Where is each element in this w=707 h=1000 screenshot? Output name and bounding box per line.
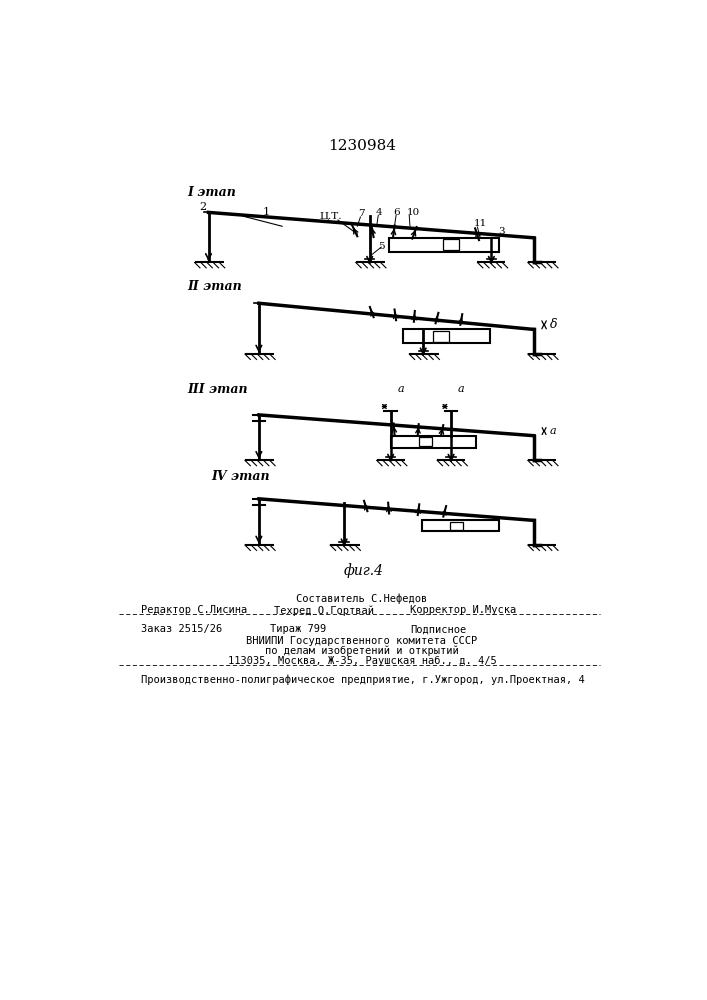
Text: 1: 1 xyxy=(263,207,270,217)
Text: фиг.4: фиг.4 xyxy=(344,563,383,578)
Text: III этап: III этап xyxy=(187,383,248,396)
Text: IV этап: IV этап xyxy=(211,470,269,483)
Text: δ: δ xyxy=(549,318,557,331)
Bar xyxy=(443,239,459,250)
Text: Тираж 799: Тираж 799 xyxy=(271,624,327,634)
Bar xyxy=(450,522,464,530)
Text: по делам изобретений и открытий: по делам изобретений и открытий xyxy=(265,646,459,656)
Text: II этап: II этап xyxy=(187,280,243,293)
Text: 10: 10 xyxy=(407,208,420,217)
Text: Корректор И.Муска: Корректор И.Муска xyxy=(410,605,516,615)
Text: Редактор С.Лисина: Редактор С.Лисина xyxy=(141,605,247,615)
Text: a: a xyxy=(458,384,464,394)
Text: Ц.Т.: Ц.Т. xyxy=(320,212,341,221)
Bar xyxy=(421,520,499,531)
Text: Заказ 2515/26: Заказ 2515/26 xyxy=(141,624,222,634)
Bar xyxy=(391,436,476,448)
Text: Производственно-полиграфическое предприятие, г.Ужгород, ул.Проектная, 4: Производственно-полиграфическое предприя… xyxy=(141,674,585,685)
Text: 4: 4 xyxy=(376,208,382,217)
Text: Техред О.Гортвай: Техред О.Гортвай xyxy=(274,605,375,616)
Text: 6: 6 xyxy=(394,208,400,217)
Text: 11: 11 xyxy=(474,219,487,228)
Text: 3: 3 xyxy=(498,227,505,236)
Text: 7: 7 xyxy=(358,209,365,218)
Text: 2: 2 xyxy=(199,202,206,212)
Text: I этап: I этап xyxy=(187,186,236,199)
Text: a: a xyxy=(397,384,404,394)
Bar xyxy=(389,238,499,252)
Bar xyxy=(403,329,490,343)
Bar xyxy=(433,331,449,342)
Text: 1230984: 1230984 xyxy=(328,139,396,153)
Text: 113035, Москва, Ж-35, Раушская наб., д. 4/5: 113035, Москва, Ж-35, Раушская наб., д. … xyxy=(228,656,496,666)
Text: Составитель С.Нефедов: Составитель С.Нефедов xyxy=(296,594,428,604)
Bar xyxy=(419,437,433,446)
Text: a: a xyxy=(549,426,556,436)
Text: Подписное: Подписное xyxy=(410,624,466,634)
Text: 5: 5 xyxy=(378,242,385,251)
Text: ВНИИПИ Государственного комитета СССР: ВНИИПИ Государственного комитета СССР xyxy=(246,636,477,646)
